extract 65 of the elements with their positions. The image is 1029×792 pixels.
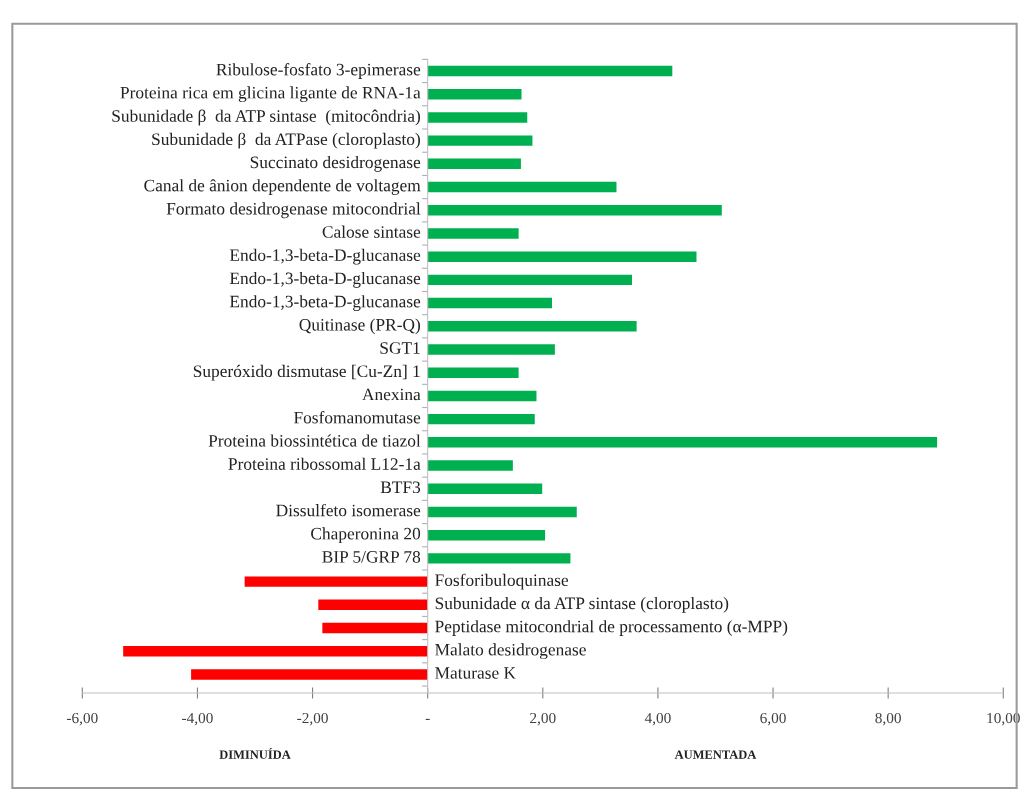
y-tick-label: Calose sintase — [322, 225, 421, 238]
y-tick-label: SGT1 — [380, 342, 420, 354]
bar — [427, 65, 673, 77]
bar — [427, 205, 722, 216]
bar — [427, 344, 555, 355]
y-tick-label: Proteina ribossomal L12-1a — [228, 457, 421, 470]
bar — [427, 321, 637, 332]
y-tick-label: Proteina rica em glicina ligante de RNA-1a — [120, 86, 421, 103]
bar — [427, 367, 519, 378]
bar — [427, 135, 533, 146]
x-tick-label: -4,00 — [182, 712, 213, 726]
bar — [427, 297, 553, 309]
text: AUMENTADA — [674, 750, 757, 759]
x-tick-label: 4,00 — [644, 712, 671, 726]
bar — [427, 460, 513, 471]
bar — [123, 646, 428, 657]
bar — [318, 599, 428, 611]
y-tick-label: Subunidade β da ATPase (cloroplasto) — [152, 132, 421, 149]
y-tick-label: Malato desidrogenase — [435, 643, 586, 660]
bar — [427, 413, 535, 425]
x-tick-label: 2,00 — [530, 712, 556, 726]
y-tick-label: Endo-1,3-beta-D-glucanase — [229, 295, 421, 311]
bar — [427, 228, 519, 239]
y-tick-label: Subunidade β da ATP sintase (mitocôndria) — [112, 109, 421, 126]
x-tick-label: 6,00 — [760, 712, 786, 726]
bar — [427, 553, 571, 564]
y-tick-label: Fosforibuloquinase — [435, 573, 569, 590]
y-tick-label: Subunidade α da ATP sintase (cloroplasto) — [435, 596, 729, 613]
bar — [427, 390, 537, 402]
y-tick-label: Canal de ânion dependente de voltagem — [144, 179, 421, 195]
y-tick-label: Endo-1,3-beta-D-glucanase — [229, 271, 421, 288]
x-tick-label: 10,00 — [987, 712, 1020, 726]
y-tick-label: Proteina biossintética de tiazol — [208, 434, 421, 447]
y-tick-label: Dissulfeto isomerase — [276, 503, 421, 517]
y-tick-label: BTF3 — [380, 481, 421, 494]
bar — [244, 576, 428, 587]
x-tick-label: - — [425, 718, 430, 721]
bar — [427, 483, 543, 494]
bar — [427, 158, 521, 170]
x-tick-label: -2,00 — [297, 712, 328, 726]
text: DIMINUÍDA — [219, 748, 291, 759]
y-tick-label: Ribulose-fosfato 3-epimerase — [216, 63, 421, 79]
bar — [427, 274, 633, 286]
bar — [427, 112, 528, 123]
x-tick-label: 8,00 — [875, 712, 901, 726]
y-tick-label: Superóxido dismutase [Cu-Zn] 1 — [193, 364, 420, 381]
y-tick-label: Quitinase (PR-Q) — [299, 318, 421, 335]
y-tick-label: Fosfomanomutase — [293, 411, 421, 424]
x-tick-label: -6,00 — [66, 712, 98, 726]
bar — [427, 251, 697, 262]
y-tick-label: Peptidase mitocondrial de processamento (α-MPP) — [435, 620, 788, 636]
y-tick-label: Anexina — [362, 388, 421, 401]
bar — [427, 529, 546, 541]
y-tick-label: Endo-1,3-beta-D-glucanase — [229, 248, 421, 265]
y-tick-label: Maturase K — [435, 667, 516, 679]
y-tick-label: BIP 5/GRP 78 — [322, 551, 421, 563]
y-tick-label: Succinato desidrogenase — [250, 155, 421, 172]
bar — [191, 669, 428, 680]
y-tick-label: Formato desidrogenase mitocondrial — [166, 202, 421, 219]
bar — [427, 181, 617, 193]
bar — [427, 506, 577, 518]
bar — [322, 622, 428, 634]
y-tick-label: Chaperonina 20 — [311, 527, 421, 544]
bar — [427, 437, 938, 448]
bar — [427, 88, 522, 100]
